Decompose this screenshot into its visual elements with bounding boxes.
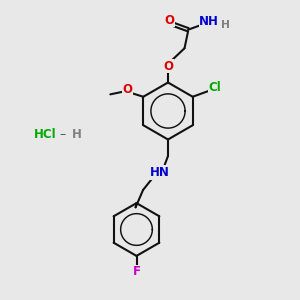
Text: H: H xyxy=(72,128,81,142)
Text: HCl: HCl xyxy=(34,128,56,142)
Text: –: – xyxy=(60,128,66,141)
Text: O: O xyxy=(123,83,133,96)
Text: O: O xyxy=(164,14,175,27)
Text: O: O xyxy=(163,60,173,73)
Text: F: F xyxy=(133,265,140,278)
Text: H: H xyxy=(221,20,230,30)
Text: NH: NH xyxy=(199,14,219,28)
Text: HN: HN xyxy=(150,166,169,179)
Text: Cl: Cl xyxy=(209,81,222,94)
